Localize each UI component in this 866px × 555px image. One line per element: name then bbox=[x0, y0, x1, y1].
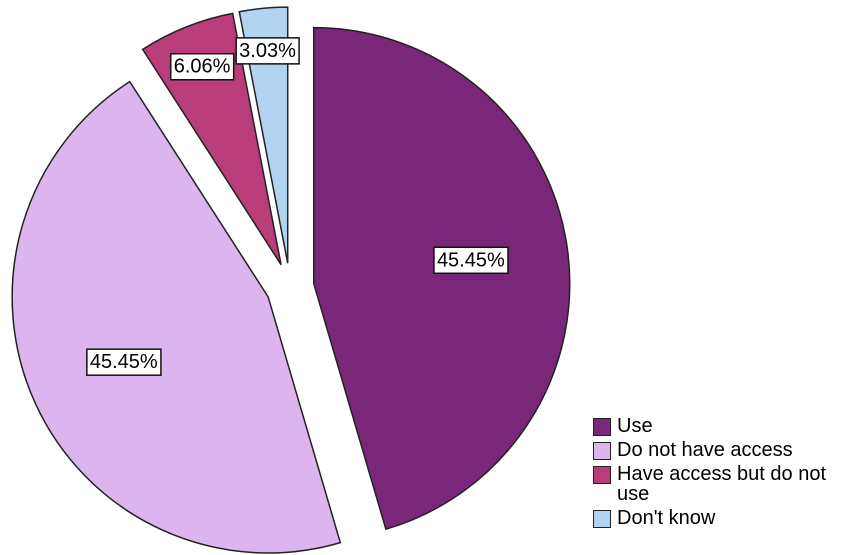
data-label: 45.45% bbox=[86, 348, 162, 376]
data-label-box bbox=[433, 246, 509, 275]
legend-item: Use bbox=[593, 416, 863, 436]
data-label-text: 45.45% bbox=[90, 351, 158, 373]
data-label: 6.06% bbox=[169, 52, 235, 81]
legend-label: Don't know bbox=[617, 507, 716, 529]
data-label-box bbox=[86, 348, 162, 376]
legend-swatch bbox=[593, 510, 611, 528]
data-label-box bbox=[169, 52, 235, 81]
data-label-box bbox=[235, 37, 300, 65]
data-label-text: 3.03% bbox=[239, 40, 296, 62]
pie-slice bbox=[238, 6, 289, 264]
data-label: 3.03% bbox=[235, 37, 300, 65]
legend-label: Use bbox=[617, 415, 653, 437]
data-label-text: 45.45% bbox=[437, 249, 505, 271]
pie-slice bbox=[313, 26, 571, 531]
legend-label: Have access but do not use bbox=[617, 463, 827, 505]
data-label: 45.45% bbox=[433, 246, 509, 275]
pie-slice bbox=[11, 80, 342, 554]
legend-swatch bbox=[593, 418, 611, 436]
legend-item: Have access but do not use bbox=[593, 464, 863, 504]
legend-item: Don't know bbox=[593, 508, 863, 528]
legend-label: Do not have access bbox=[617, 439, 793, 461]
legend-swatch bbox=[593, 442, 611, 460]
legend-swatch bbox=[593, 466, 611, 484]
legend: Use Do not have access Have access but do … bbox=[593, 416, 863, 532]
legend-item: Do not have access bbox=[593, 440, 863, 460]
data-label-text: 6.06% bbox=[174, 56, 231, 78]
